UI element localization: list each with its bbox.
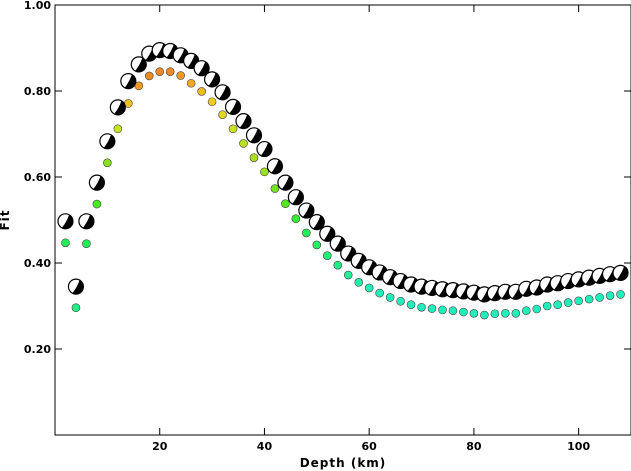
mechanism-point <box>88 174 105 191</box>
dot-point <box>155 67 165 76</box>
mechanism-point <box>319 225 336 242</box>
x-tick-label: 80 <box>466 440 482 453</box>
dot-point <box>354 278 364 287</box>
dot-point <box>228 124 238 134</box>
dot-point <box>176 71 185 80</box>
dot-point <box>385 293 395 302</box>
dot-point <box>260 167 269 177</box>
plot-frame <box>54 4 631 436</box>
dot-point <box>218 110 227 119</box>
dot-point <box>521 306 531 316</box>
x-tick-label: 60 <box>362 440 378 453</box>
dot-point <box>322 251 332 260</box>
dot-point <box>312 240 322 250</box>
mechanism-point <box>256 140 273 158</box>
dot-point <box>501 309 510 318</box>
mechanism-point <box>120 73 137 90</box>
mechanism-series <box>57 42 629 303</box>
y-tick-label: 0.20 <box>24 343 51 356</box>
dot-point <box>553 300 562 310</box>
mechanism-point <box>329 235 346 252</box>
dot-point <box>469 309 479 318</box>
mechanism-point <box>109 99 126 116</box>
dot-point <box>82 239 91 248</box>
dot-point <box>375 288 384 298</box>
dot-point <box>584 294 594 304</box>
dot-point <box>207 97 217 107</box>
mechanism-point <box>612 264 629 281</box>
dot-point <box>186 78 196 88</box>
dot-point <box>364 283 374 293</box>
dot-point <box>605 291 615 300</box>
dot-point <box>595 293 604 302</box>
mechanism-point <box>298 202 315 219</box>
mechanism-point <box>78 213 95 230</box>
mechanism-point <box>245 127 263 144</box>
mechanism-point <box>67 278 85 295</box>
dot-point <box>113 124 123 134</box>
dot-point <box>427 304 437 313</box>
dot-point <box>291 214 301 224</box>
mechanism-point <box>224 98 242 116</box>
y-axis-ticks: 0.20 0.40 0.60 0.80 1.00 <box>24 0 631 356</box>
dot-point <box>616 290 625 299</box>
dot-point <box>281 199 290 208</box>
dot-point <box>438 305 447 315</box>
y-tick-label: 0.80 <box>24 85 51 98</box>
dot-point <box>480 310 489 320</box>
mechanism-point <box>235 112 252 130</box>
dot-point <box>448 306 458 316</box>
dot-point <box>333 260 343 270</box>
dot-point <box>490 309 500 319</box>
dot-point <box>343 270 353 280</box>
mechanism-point <box>277 174 294 191</box>
dot-point <box>511 309 521 318</box>
dot-point <box>239 139 248 148</box>
y-tick-label: 0.40 <box>24 257 51 270</box>
dot-point <box>71 303 81 313</box>
mechanism-point <box>57 213 74 230</box>
dot-series <box>61 67 625 320</box>
x-tick-label: 20 <box>152 440 168 453</box>
dot-point <box>197 87 206 96</box>
dot-point <box>92 199 102 209</box>
dot-point <box>249 153 259 162</box>
mechanism-point <box>130 56 147 73</box>
mechanism-point <box>214 84 231 101</box>
x-axis-label: Depth (km) <box>300 456 387 470</box>
x-axis-ticks: 20 40 60 80 100 <box>152 5 590 453</box>
x-tick-label: 100 <box>567 440 590 453</box>
mechanism-point <box>308 214 325 231</box>
y-tick-label: 1.00 <box>24 0 51 12</box>
dot-point <box>61 238 70 248</box>
dot-point <box>144 71 154 81</box>
dot-point <box>165 67 175 76</box>
dot-point <box>417 302 426 312</box>
mechanism-point <box>287 189 304 206</box>
dot-point <box>270 184 280 193</box>
dot-point <box>563 298 573 307</box>
dot-point <box>542 301 552 311</box>
y-axis-label: Fit <box>0 209 12 230</box>
dot-point <box>532 304 542 314</box>
dot-point <box>459 307 468 317</box>
dot-point <box>406 300 416 310</box>
dot-point <box>396 296 405 306</box>
dot-point <box>302 228 311 238</box>
mechanism-point <box>193 60 210 77</box>
mechanism-point <box>99 133 116 150</box>
y-tick-label: 0.60 <box>24 171 51 184</box>
mechanism-point <box>266 158 284 175</box>
mechanism-point <box>203 71 221 88</box>
dot-point <box>103 158 112 168</box>
x-tick-label: 40 <box>257 440 273 453</box>
dot-point <box>574 296 583 306</box>
